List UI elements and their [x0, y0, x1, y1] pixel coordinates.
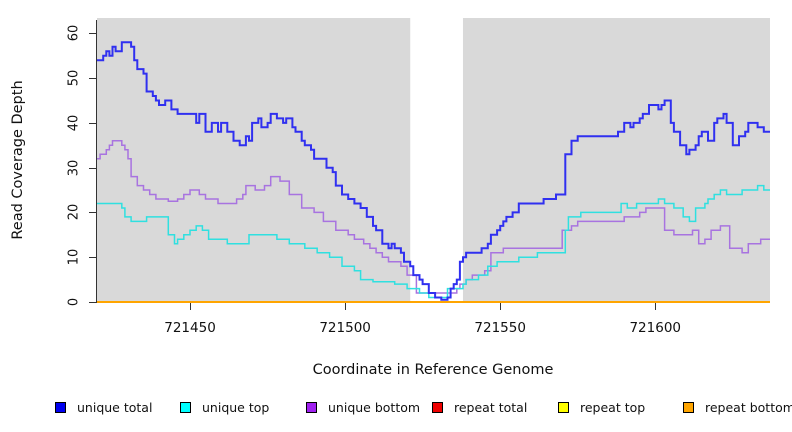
legend-item-unique-bottom: unique bottom — [306, 400, 420, 415]
x-tick-label: 721450 — [164, 320, 216, 336]
legend-label: unique total — [77, 400, 153, 415]
y-tick-label: 30 — [66, 159, 82, 176]
y-tick-label: 20 — [66, 204, 82, 221]
y-tick-mark — [89, 167, 97, 169]
legend-swatch-unique-bottom — [306, 402, 317, 413]
y-tick-mark — [89, 33, 97, 35]
x-axis-label: Coordinate in Reference Genome — [312, 362, 554, 378]
legend-item-unique-top: unique top — [180, 400, 269, 415]
legend-label: repeat top — [580, 400, 646, 415]
series-unique-top — [97, 184, 770, 299]
plot-canvas — [97, 18, 770, 303]
legend-item-repeat-total: repeat total — [432, 400, 527, 415]
x-tick-label: 721600 — [629, 320, 682, 336]
legend-label: unique bottom — [328, 400, 421, 415]
x-tick-mark — [655, 303, 657, 310]
series-unique-total — [97, 41, 770, 301]
legend-swatch-repeat-total — [432, 402, 443, 413]
legend-swatch-unique-top — [180, 402, 191, 413]
legend-item-repeat-bottom: repeat bottom — [683, 400, 792, 415]
x-tick-label: 721500 — [319, 320, 371, 336]
y-tick-mark — [89, 302, 97, 303]
y-tick-label: 60 — [66, 25, 82, 42]
legend-label: repeat total — [454, 400, 528, 415]
legend-label: repeat bottom — [705, 400, 792, 415]
y-tick-mark — [89, 78, 97, 80]
y-axis-label: Read Coverage Depth — [10, 80, 26, 240]
y-tick-label: 50 — [66, 69, 82, 87]
y-tick-label: 40 — [66, 114, 82, 132]
gap-region — [410, 18, 463, 303]
y-tick-mark — [89, 257, 97, 259]
legend-item-repeat-top: repeat top — [558, 400, 645, 415]
legend-item-unique-total: unique total — [55, 400, 152, 415]
legend-swatch-repeat-top — [558, 402, 569, 413]
plot-area — [97, 18, 770, 303]
y-tick-mark — [89, 122, 97, 124]
y-tick-mark — [89, 212, 97, 214]
x-tick-mark — [345, 303, 347, 310]
y-tick-label: 0 — [66, 297, 82, 307]
y-axis-line — [96, 20, 97, 303]
x-tick-mark — [190, 303, 192, 310]
x-tick-mark — [500, 303, 502, 310]
legend-label: unique top — [202, 400, 270, 415]
x-tick-label: 721550 — [474, 320, 526, 336]
legend: unique total unique top unique bottom repea… — [0, 396, 792, 422]
y-tick-label: 10 — [66, 248, 82, 266]
legend-swatch-unique-total — [55, 402, 66, 413]
legend-swatch-repeat-bottom — [683, 402, 694, 413]
series-unique-bottom — [97, 140, 770, 294]
